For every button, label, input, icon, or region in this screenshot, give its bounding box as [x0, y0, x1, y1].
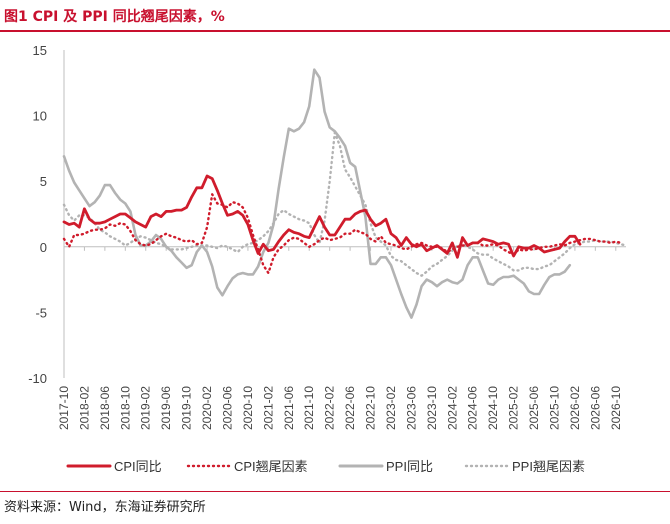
series-ppi-yoy — [62, 68, 572, 319]
x-tick-label: 2022-10 — [364, 386, 378, 430]
series-ppi-carryover — [62, 131, 628, 277]
x-tick-label: 2023-02 — [384, 386, 398, 430]
x-tick-label: 2018-10 — [118, 386, 132, 430]
y-tick-label: 0 — [40, 240, 47, 255]
y-tick-label: 5 — [40, 174, 47, 189]
x-tick-label: 2021-10 — [302, 386, 316, 430]
x-tick-label: 2026-10 — [609, 386, 623, 430]
x-tick-label: 2022-02 — [323, 386, 337, 430]
legend-cpi-carryover-label: CPI翘尾因素 — [234, 459, 308, 474]
x-tick-label: 2024-02 — [445, 386, 459, 430]
x-tick-label: 2020-02 — [200, 386, 214, 430]
x-tick-label: 2018-02 — [77, 386, 91, 430]
legend-ppi-yoy-label: PPI同比 — [386, 459, 433, 474]
x-tick-label: 2019-06 — [159, 386, 173, 430]
x-tick-label: 2026-06 — [588, 386, 602, 430]
x-tick-label: 2025-06 — [527, 386, 541, 430]
y-tick-label: -10 — [28, 371, 47, 386]
x-tick-label: 2017-10 — [57, 386, 71, 430]
x-tick-label: 2023-06 — [404, 386, 418, 430]
x-tick-label: 2023-10 — [425, 386, 439, 430]
y-tick-label: -5 — [35, 305, 47, 320]
x-tick-label: 2021-02 — [261, 386, 275, 430]
legend-cpi-yoy-label: CPI同比 — [114, 459, 162, 474]
x-tick-label: 2021-06 — [282, 386, 296, 430]
x-tick-label: 2022-06 — [343, 386, 357, 430]
title-divider — [0, 30, 670, 32]
x-tick-label: 2018-06 — [98, 386, 112, 430]
chart-title: 图1 CPI 及 PPI 同比翘尾因素，% — [4, 9, 225, 25]
x-tick-label: 2026-02 — [568, 386, 582, 430]
x-tick-label: 2025-02 — [507, 386, 521, 430]
x-tick-label: 2025-10 — [547, 386, 561, 430]
x-tick-label: 2024-06 — [466, 386, 480, 430]
x-tick-label: 2024-10 — [486, 386, 500, 430]
source-note: 资料来源：Wind，东海证券研究所 — [4, 500, 206, 515]
x-tick-label: 2019-10 — [180, 386, 194, 430]
series-cpi-yoy — [62, 174, 582, 259]
legend-ppi-carryover-label: PPI翘尾因素 — [512, 459, 585, 474]
x-tick-label: 2019-02 — [139, 386, 153, 430]
x-tick-label: 2020-10 — [241, 386, 255, 430]
source-divider — [0, 491, 670, 492]
x-tick-label: 2020-06 — [220, 386, 234, 430]
series-cpi-carryover — [62, 193, 623, 275]
chart: 15 10 5 0 -5 -10 2017-10 2018-02 2018-06 2018-10 2… — [28, 43, 628, 474]
y-tick-label: 10 — [33, 109, 47, 124]
y-tick-label: 15 — [33, 43, 47, 58]
